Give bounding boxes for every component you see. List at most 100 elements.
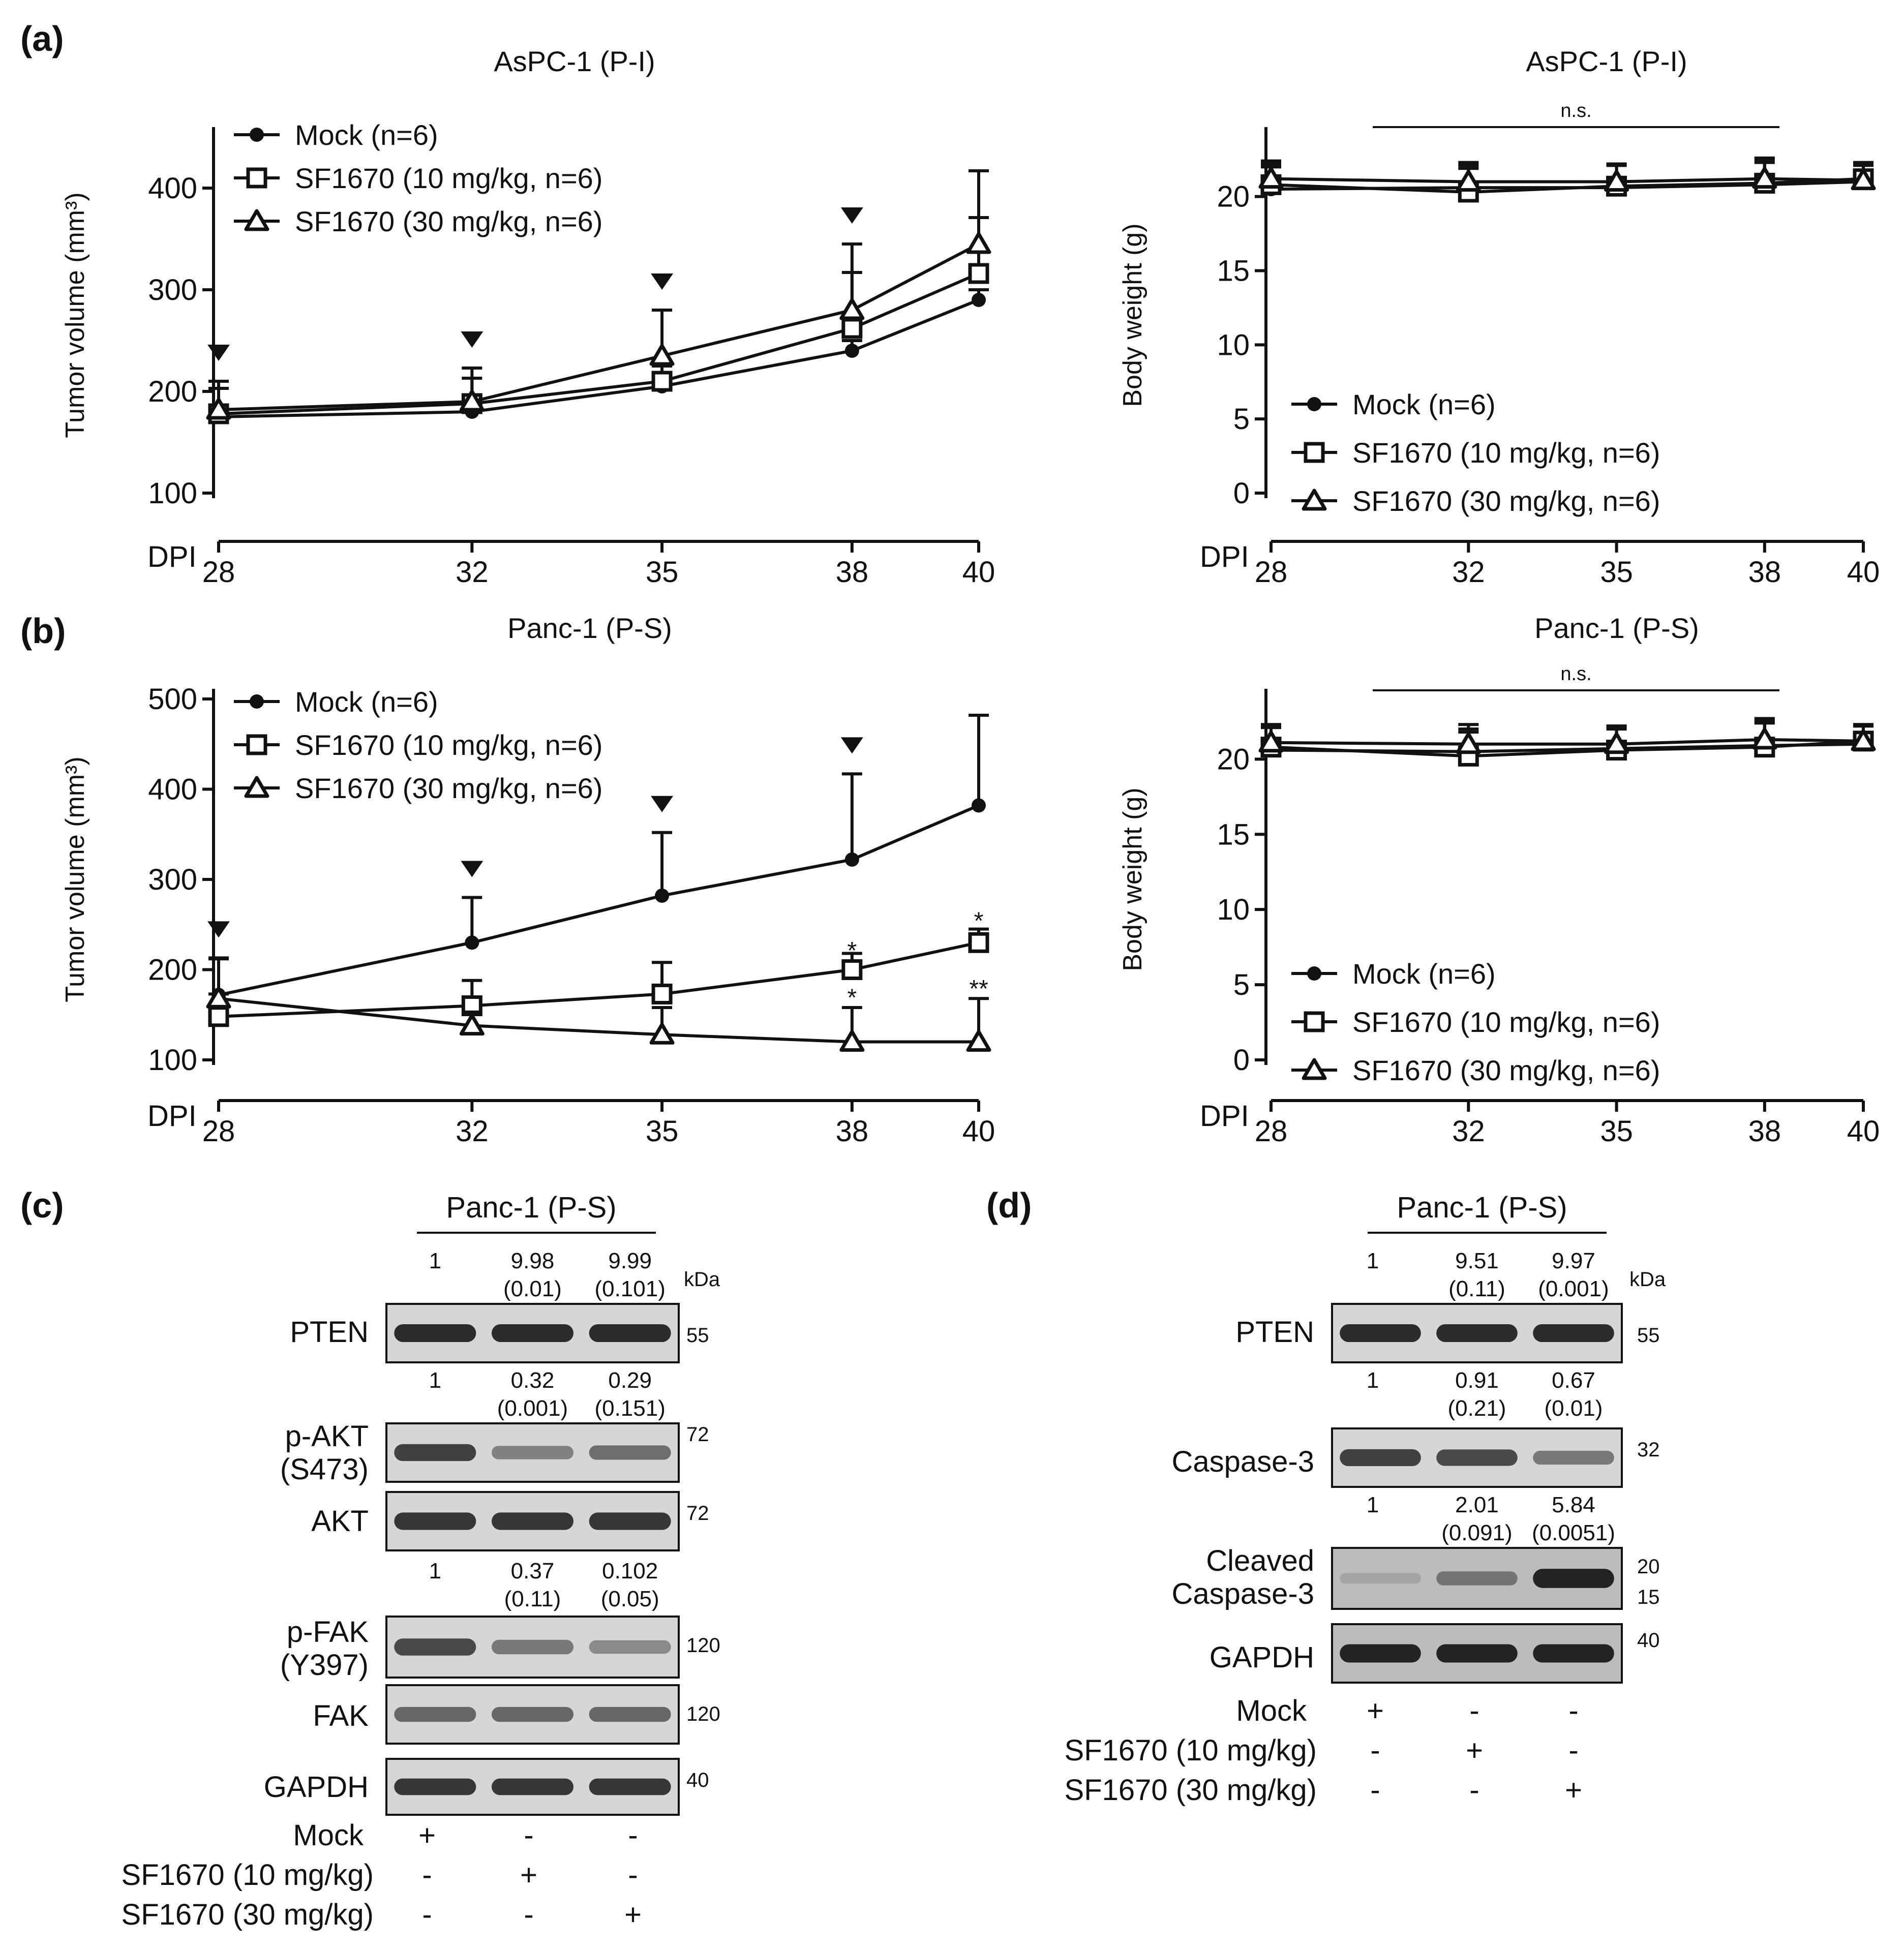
p-value: (0.0051) (1532, 1520, 1615, 1545)
x-tick-label: 40 (962, 1115, 995, 1148)
blot-band (492, 1778, 573, 1795)
legend-entry: SF1670 (10 mg/kg, n=6) (295, 162, 602, 194)
legend-entry: SF1670 (30 mg/kg, n=6) (1352, 1054, 1660, 1086)
x-axis-label: DPI (1200, 1100, 1249, 1133)
row-label-cleaved: Cleaved (1206, 1544, 1314, 1577)
data-point-triangle (839, 1030, 865, 1052)
kda-label: kDa (1629, 1268, 1666, 1291)
row-label-gapdh: GAPDH (264, 1771, 369, 1804)
legend: Mock (n=6) SF1670 (10 mg/kg, n=6) SF1670 (… (1291, 388, 1660, 517)
row-label-cleaved-caspase3: Caspase-3 (1172, 1577, 1314, 1610)
data-point-circle (655, 888, 670, 903)
panel-label-d: (d) (986, 1185, 1032, 1225)
x-axis-label: DPI (147, 540, 197, 573)
blot-band (1533, 1569, 1614, 1588)
kda-label: kDa (684, 1268, 720, 1291)
series-square (208, 216, 989, 424)
treatment-sign: - (1370, 1734, 1380, 1767)
treatment-label: SF1670 (10 mg/kg) (1065, 1734, 1317, 1767)
data-point-triangle (459, 1014, 485, 1036)
chart-b_body: Panc-1 (P-S) 0 5 10 15 20 Body weight (g) 28 32 3… (1118, 612, 1880, 1148)
kda-marker: 72 (686, 1502, 709, 1525)
series-triangle (206, 956, 991, 1052)
p-value: (0.01) (503, 1276, 562, 1301)
blot-band (492, 1707, 573, 1722)
legend-entry: SF1670 (10 mg/kg, n=6) (1352, 437, 1660, 469)
legend-entry: Mock (n=6) (1352, 388, 1496, 420)
x-axis-label: DPI (147, 1100, 197, 1133)
y-tick-label: 200 (148, 954, 197, 987)
row-label-akt: AKT (311, 1505, 369, 1538)
x-axis-label: DPI (1200, 540, 1249, 573)
treatment-sign: + (1565, 1774, 1582, 1807)
x-tick-label: 32 (456, 1115, 489, 1148)
treatment-sign: + (520, 1858, 537, 1892)
series-triangle (1258, 156, 1876, 192)
quant-value: 0.67 (1552, 1368, 1595, 1393)
x-tick-label: 35 (646, 556, 679, 589)
series-line (218, 997, 979, 1044)
legend-marker-circle (250, 128, 264, 142)
quant-value: 0.102 (602, 1559, 658, 1583)
quant-value: 0.37 (511, 1559, 555, 1583)
data-point-triangle (1851, 168, 1876, 191)
legend-marker-circle (1307, 397, 1321, 411)
row-label-pakt: p-AKT (285, 1420, 369, 1453)
kda-marker: 15 (1637, 1586, 1660, 1608)
y-tick-label: 100 (148, 1044, 197, 1077)
treatment-sign: - (1469, 1694, 1479, 1727)
significance-triangle-marker (651, 796, 674, 812)
legend-marker-triangle (244, 776, 269, 798)
series-triangle (206, 169, 991, 420)
ns-label: n.s. (1560, 663, 1591, 685)
data-point-triangle (1604, 732, 1629, 754)
treatment-label: Mock (293, 1819, 364, 1852)
p-value: (0.21) (1448, 1396, 1506, 1421)
quant-value: 9.97 (1552, 1248, 1595, 1273)
panel-label-a: (a) (20, 19, 64, 58)
legend-marker-circle (250, 694, 264, 709)
significance-star: * (847, 985, 857, 1012)
treatment-label: SF1670 (30 mg/kg) (122, 1898, 374, 1931)
legend: Mock (n=6) SF1670 (10 mg/kg, n=6) SF1670 (… (234, 119, 602, 237)
quant-value: 1 (1367, 1368, 1379, 1393)
treatment-sign: - (628, 1858, 638, 1892)
quant-value: 9.98 (511, 1248, 555, 1273)
legend-entry: SF1670 (10 mg/kg, n=6) (1352, 1006, 1660, 1038)
significance-triangle-marker (461, 861, 483, 877)
x-tick-label: 40 (1847, 556, 1880, 589)
kda-marker: 72 (686, 1423, 709, 1446)
chart-a_tumor: AsPC-1 (P-I) 100 200 300 400 Tumor volume (mm… (61, 45, 995, 589)
blot-band (394, 1324, 476, 1343)
x-tick-label: 28 (202, 1115, 235, 1148)
x-tick-label: 32 (456, 556, 489, 589)
significance-triangle-marker (207, 345, 230, 361)
data-point-circle (972, 798, 986, 813)
significance-triangle-marker (207, 921, 230, 938)
ns-label: n.s. (1560, 100, 1591, 121)
x-tick-label: 38 (836, 1115, 869, 1148)
y-tick-label: 10 (1217, 328, 1250, 361)
significance-triangle-marker (840, 737, 863, 754)
blot-band (1340, 1644, 1421, 1663)
series-circle (208, 288, 989, 424)
data-point-circle (465, 935, 479, 950)
treatment-sign: + (624, 1898, 642, 1931)
y-axis-label: Body weight (g) (1118, 223, 1147, 407)
quant-value: 0.32 (511, 1368, 555, 1393)
y-tick-label: 300 (148, 273, 197, 307)
legend: Mock (n=6) SF1670 (10 mg/kg, n=6) SF1670 (… (234, 686, 602, 804)
series-line (218, 272, 980, 415)
x-tick-label: 35 (1600, 1115, 1633, 1148)
y-tick-label: 20 (1217, 743, 1250, 776)
blot-band (1340, 1573, 1421, 1584)
blot-band (1533, 1450, 1614, 1465)
legend: Mock (n=6) SF1670 (10 mg/kg, n=6) SF1670 (… (1291, 958, 1660, 1086)
kda-marker: 40 (1637, 1629, 1660, 1652)
data-point-square (968, 263, 989, 284)
x-tick-label: 35 (646, 1115, 679, 1148)
y-tick-label: 300 (148, 863, 197, 896)
y-tick-label: 5 (1233, 968, 1250, 1001)
quant-value: 5.84 (1552, 1492, 1595, 1517)
panel-label-b: (b) (20, 611, 66, 651)
